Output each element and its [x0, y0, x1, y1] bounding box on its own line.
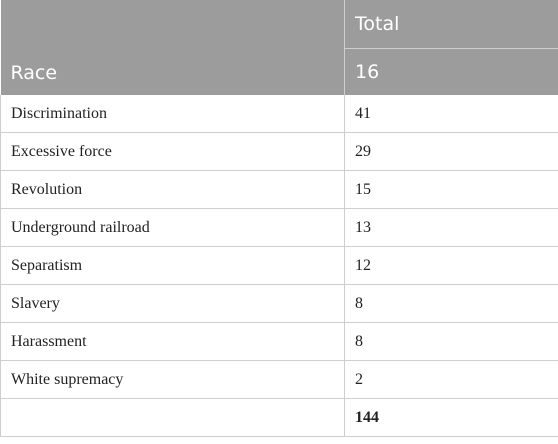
total-row-value: 144	[344, 398, 558, 437]
row-value: 15	[344, 170, 558, 209]
table-row: Separatism 12	[0, 246, 558, 285]
row-label: Discrimination	[0, 95, 345, 133]
total-row-label	[0, 398, 345, 437]
row-value: 13	[344, 208, 558, 247]
table-row: White supremacy 2	[0, 360, 558, 399]
column-header-total-count: 16	[344, 48, 558, 95]
table-row: Excessive force 29	[0, 132, 558, 171]
row-value: 12	[344, 246, 558, 285]
row-label: Harassment	[0, 322, 345, 361]
table-row: Slavery 8	[0, 284, 558, 323]
table-row: Harassment 8	[0, 322, 558, 361]
column-header-total: Total	[344, 0, 558, 49]
row-value: 29	[344, 132, 558, 171]
column-header-race: Race	[0, 0, 345, 95]
header-row-bottom: 16	[1, 48, 558, 95]
row-label: Slavery	[0, 284, 345, 323]
table-header: Race Total 16	[0, 0, 558, 95]
row-label: Separatism	[0, 246, 345, 285]
table-row: Underground railroad 13	[0, 208, 558, 247]
row-label: Revolution	[0, 170, 345, 209]
table-row: Revolution 15	[0, 170, 558, 209]
row-label: White supremacy	[0, 360, 345, 399]
total-row: 144	[0, 398, 558, 437]
table-row: Discrimination 41	[0, 95, 558, 133]
table-body: Discrimination 41 Excessive force 29 Rev…	[0, 95, 558, 437]
row-value: 2	[344, 360, 558, 399]
row-value: 41	[344, 95, 558, 133]
row-value: 8	[344, 322, 558, 361]
row-value: 8	[344, 284, 558, 323]
row-label: Excessive force	[0, 132, 345, 171]
header-row-top: Race Total	[0, 0, 558, 95]
row-label: Underground railroad	[0, 208, 345, 247]
